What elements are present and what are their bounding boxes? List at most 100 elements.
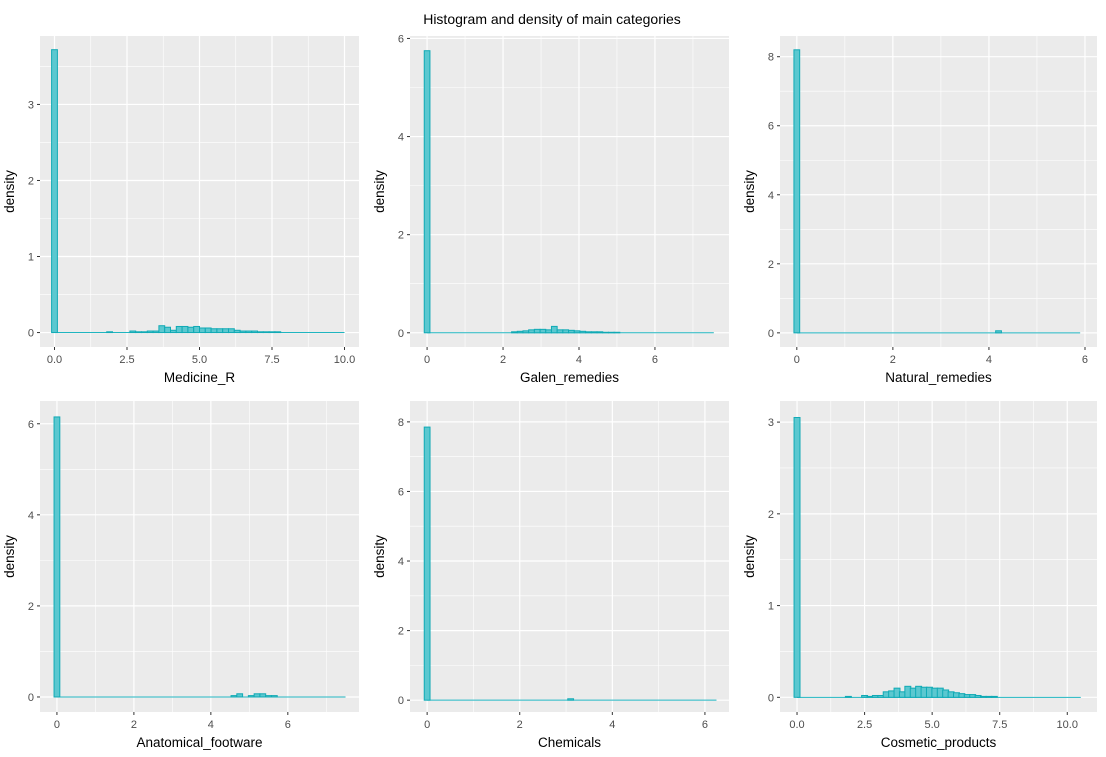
panel-chemicals: 0 2 4 6 0 2 4 6 8 Chemicals density bbox=[372, 401, 729, 750]
y-axis-label: density bbox=[372, 535, 387, 578]
y-tick-label: 2 bbox=[768, 509, 774, 521]
panel-background bbox=[410, 401, 729, 712]
histogram-bar bbox=[175, 325, 183, 334]
y-tick-label: 6 bbox=[768, 121, 774, 133]
histogram-bar bbox=[533, 328, 541, 334]
histogram-bar bbox=[187, 326, 195, 334]
panel-background bbox=[780, 36, 1097, 347]
y-axis-label: density bbox=[2, 170, 17, 213]
y-tick-label: 2 bbox=[398, 626, 404, 638]
x-tick-label: 2 bbox=[890, 354, 896, 366]
histogram-bar bbox=[262, 331, 270, 334]
histogram-bar bbox=[204, 327, 212, 334]
histogram-bar bbox=[239, 330, 247, 334]
x-tick-label: 4 bbox=[609, 719, 615, 731]
y-tick-label: 1 bbox=[768, 601, 774, 613]
chart-title: Histogram and density of main categories bbox=[423, 11, 681, 27]
histogram-bar bbox=[995, 330, 1002, 334]
panel-cosmetic_products: 0.0 2.5 5.0 7.5 10.0 0 1 2 3 Cosmetic_products den… bbox=[742, 401, 1097, 750]
x-axis-label: Galen_remedies bbox=[520, 370, 619, 385]
histogram-bar bbox=[181, 325, 189, 334]
histogram-bar bbox=[274, 331, 282, 334]
histogram-bar bbox=[51, 49, 58, 334]
x-tick-label: 6 bbox=[652, 354, 658, 366]
histogram-bar bbox=[230, 695, 238, 698]
y-tick-label: 2 bbox=[28, 175, 34, 187]
x-tick-label: 2 bbox=[517, 719, 523, 731]
histogram-bar bbox=[585, 331, 592, 334]
histogram-bar bbox=[164, 326, 171, 334]
histogram-bar bbox=[129, 330, 137, 334]
panel-galen_remedies: 0 2 4 6 0 2 4 6 Galen_remedies density bbox=[372, 33, 729, 385]
x-tick-label: 0 bbox=[794, 354, 800, 366]
histogram-bar bbox=[568, 329, 575, 334]
histogram-bar bbox=[106, 331, 113, 334]
histogram-bar bbox=[141, 331, 148, 334]
histogram-bar bbox=[152, 330, 160, 334]
panel-background bbox=[40, 401, 359, 712]
x-tick-label: 2 bbox=[500, 354, 506, 366]
x-tick-label: 10.0 bbox=[334, 354, 355, 366]
histogram-bar bbox=[844, 695, 852, 698]
histogram-bar bbox=[265, 695, 272, 698]
histogram-bar bbox=[158, 325, 166, 334]
y-axis-label: density bbox=[742, 535, 757, 578]
y-tick-label: 2 bbox=[28, 601, 34, 613]
y-tick-label: 1 bbox=[28, 252, 34, 264]
y-axis-label: density bbox=[742, 170, 757, 213]
histogram-bar bbox=[199, 327, 206, 334]
histogram-bar bbox=[259, 693, 267, 698]
x-tick-label: 0.0 bbox=[789, 719, 804, 731]
histogram-bar bbox=[135, 331, 142, 334]
histogram-bar bbox=[793, 417, 801, 698]
histogram-bar bbox=[268, 331, 276, 334]
histogram-bar bbox=[216, 328, 224, 334]
histogram-bar bbox=[257, 331, 264, 334]
y-tick-label: 0 bbox=[28, 328, 34, 340]
histogram-bar bbox=[233, 329, 241, 334]
panel-anatomical_footware: 0 2 4 6 0 2 4 6 Anatomical_footware density bbox=[2, 401, 359, 750]
x-tick-label: 4 bbox=[208, 719, 214, 731]
x-tick-label: 2.5 bbox=[857, 719, 872, 731]
x-tick-label: 7.5 bbox=[992, 719, 1007, 731]
y-tick-label: 0 bbox=[768, 692, 774, 704]
y-tick-label: 4 bbox=[398, 132, 404, 144]
y-tick-label: 6 bbox=[398, 33, 404, 45]
x-tick-label: 7.5 bbox=[264, 354, 279, 366]
y-tick-label: 2 bbox=[768, 259, 774, 271]
histogram-bar bbox=[567, 698, 575, 701]
y-tick-label: 0 bbox=[398, 695, 404, 707]
panel-medicine_r: 0.0 2.5 5.0 7.5 10.0 0 1 2 3 Medicine_R density bbox=[2, 36, 359, 385]
histogram-bar bbox=[270, 695, 278, 698]
x-tick-label: 4 bbox=[986, 354, 992, 366]
x-tick-label: 0.0 bbox=[47, 354, 62, 366]
histogram-bar bbox=[573, 330, 581, 334]
x-tick-label: 4 bbox=[576, 354, 582, 366]
y-axis-label: density bbox=[2, 535, 17, 578]
y-tick-label: 4 bbox=[768, 190, 774, 202]
panel-background bbox=[410, 36, 729, 347]
histogram-bar bbox=[247, 695, 255, 698]
histogram-bar bbox=[602, 331, 609, 334]
x-tick-label: 6 bbox=[285, 719, 291, 731]
histogram-bar bbox=[528, 329, 535, 334]
histogram-bar bbox=[222, 328, 229, 334]
x-tick-label: 5.0 bbox=[192, 354, 207, 366]
histogram-bar bbox=[613, 331, 621, 334]
y-axis-label: density bbox=[372, 170, 387, 213]
histogram-bar bbox=[550, 325, 558, 334]
x-axis-label: Chemicals bbox=[538, 735, 601, 750]
y-tick-label: 8 bbox=[398, 417, 404, 429]
histogram-bar bbox=[251, 330, 258, 334]
panel-natural_remedies: 0 2 4 6 0 2 4 6 8 Natural_remedies density bbox=[742, 36, 1097, 385]
y-tick-label: 8 bbox=[768, 52, 774, 64]
histogram-bar bbox=[522, 330, 530, 334]
y-tick-label: 4 bbox=[398, 556, 404, 568]
histogram-bar bbox=[990, 695, 998, 698]
x-tick-label: 6 bbox=[1082, 354, 1088, 366]
histogram-bar bbox=[516, 330, 524, 334]
histogram-bar bbox=[193, 325, 200, 334]
y-tick-label: 0 bbox=[398, 328, 404, 340]
histogram-bar bbox=[562, 329, 570, 334]
